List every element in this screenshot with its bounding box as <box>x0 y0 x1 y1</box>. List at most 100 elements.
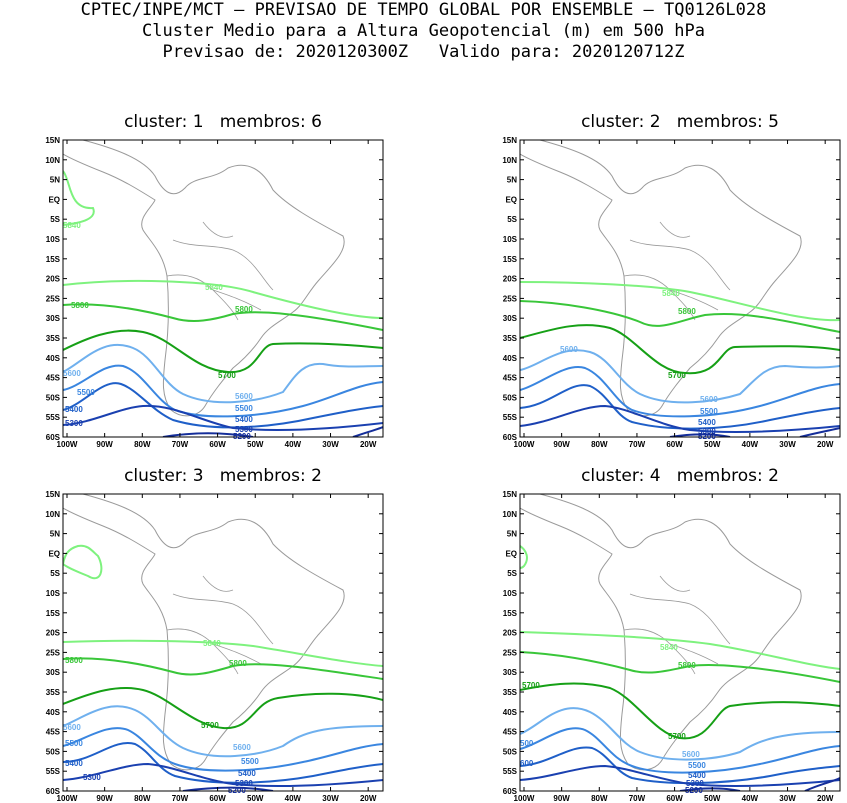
lat-tick-label: 55S <box>46 413 61 422</box>
geopotential-contour <box>182 786 274 791</box>
lat-tick-label: 15S <box>46 609 61 618</box>
lat-tick-label: EQ <box>505 195 517 204</box>
lon-tick-label: 90W <box>96 440 113 449</box>
lat-tick-label: 5S <box>507 215 517 224</box>
lon-tick-label: 20W <box>360 440 377 449</box>
geopotential-contour <box>520 682 840 740</box>
lat-tick-label: 15N <box>45 136 60 145</box>
contour-label: 5200 <box>698 432 716 441</box>
lat-tick-label: EQ <box>48 195 60 204</box>
contour-label: 5800 <box>229 659 247 668</box>
contour-label: 5700 <box>668 732 686 741</box>
lat-tick-label: 20S <box>503 629 518 638</box>
map-frame <box>519 139 841 438</box>
lat-tick-label: 50S <box>46 393 61 402</box>
contour-label: 5800 <box>678 661 696 670</box>
lat-tick-label: 60S <box>503 787 518 796</box>
lat-tick-label: 15N <box>45 490 60 499</box>
lon-tick-label: 60W <box>209 440 226 449</box>
country-border <box>172 593 274 645</box>
lat-tick-label: 20S <box>46 275 61 284</box>
lat-tick-label: 15N <box>502 490 517 499</box>
lon-tick-label: 70W <box>172 440 189 449</box>
country-border <box>202 575 234 592</box>
lat-tick-label: 30S <box>503 668 518 677</box>
geopotential-contour <box>63 762 383 788</box>
contour-label: 5400 <box>698 418 716 427</box>
lon-tick-label: 50W <box>704 440 721 449</box>
panel-4-title: cluster: 4 membros: 2 <box>581 466 779 486</box>
contour-label: 5500 <box>688 761 706 770</box>
header-line-2: Cluster Medio para a Altura Geopotencial… <box>142 21 705 41</box>
geopotential-contour <box>63 404 383 432</box>
contour-label: 5400 <box>65 405 83 414</box>
contour-label: 5500 <box>241 757 259 766</box>
geopotential-contour <box>63 657 383 680</box>
lat-tick-label: 35S <box>46 688 61 697</box>
contour-label: 5400 <box>238 769 256 778</box>
contour-label: 5800 <box>678 307 696 316</box>
lon-tick-label: 80W <box>591 440 608 449</box>
geopotential-contour <box>63 705 383 758</box>
country-border <box>202 221 234 238</box>
contour-label: 5400 <box>65 759 83 768</box>
panel-2-title: cluster: 2 membros: 5 <box>581 112 779 132</box>
contour-label: 5700 <box>668 371 686 380</box>
map-frame <box>519 493 841 792</box>
map-panel-1: 15N 10N 5N EQ 5S 10S 15S 20S 25S 30S 35S 40S 45S 50S 5… <box>45 136 384 449</box>
geopotential-contour <box>63 170 95 226</box>
lon-tick-label: 30W <box>779 794 796 803</box>
map-panel-2: 15N 10N 5N EQ 5S 10S 15S 20S 25S 30S 35S 40S 45S 50S 5… <box>502 136 841 449</box>
contour-label: 5500 <box>700 407 718 416</box>
geopotential-contour <box>520 366 840 418</box>
lon-tick-label: 90W <box>553 440 570 449</box>
lat-tick-label: 55S <box>46 767 61 776</box>
contour-label: 600 <box>520 759 534 768</box>
lat-tick-label: 50S <box>503 393 518 402</box>
country-border <box>629 593 731 645</box>
lat-tick-label: 35S <box>503 688 518 697</box>
contour-label: 5600 <box>63 369 81 378</box>
panel-1-title: cluster: 1 membros: 6 <box>124 112 322 132</box>
coastline <box>63 140 345 417</box>
contour-label: 5840 <box>63 221 81 230</box>
lon-tick-label: 80W <box>134 794 151 803</box>
lon-tick-label: 100W <box>57 440 78 449</box>
contour-label: 5600 <box>682 750 700 759</box>
geopotential-contour <box>63 343 383 404</box>
contour-label: 5300 <box>235 779 253 788</box>
contour-label: 5600 <box>235 392 253 401</box>
lat-tick-label: 5S <box>507 569 517 578</box>
lat-tick-label: 35S <box>503 334 518 343</box>
geopotential-contour <box>63 742 383 784</box>
lat-tick-label: 60S <box>46 433 61 442</box>
geopotential-contour <box>63 727 383 772</box>
lat-tick-label: 20S <box>46 629 61 638</box>
country-border <box>212 643 262 665</box>
lat-tick-label: 15S <box>503 255 518 264</box>
contour-label: 5600 <box>233 743 251 752</box>
lat-tick-label: 10S <box>46 235 61 244</box>
lat-tick-label: 55S <box>503 413 518 422</box>
contour-label: 5600 <box>63 723 81 732</box>
contour-label: 5800 <box>71 301 89 310</box>
lat-tick-label: 15S <box>503 609 518 618</box>
map-frame <box>62 493 384 792</box>
geopotential-contour <box>162 426 383 437</box>
lat-tick-label: 10N <box>45 156 60 165</box>
lon-tick-label: 40W <box>742 794 759 803</box>
lon-tick-label: 80W <box>591 794 608 803</box>
coastline <box>520 140 802 417</box>
lat-tick-label: 30S <box>46 668 61 677</box>
geopotential-contour <box>63 382 383 429</box>
contour-label: 5200 <box>685 786 703 795</box>
lat-tick-label: 10S <box>503 589 518 598</box>
contour-label: 5400 <box>688 771 706 780</box>
contour-label: 5700 <box>218 371 236 380</box>
lat-tick-label: 10S <box>503 235 518 244</box>
lon-tick-label: 40W <box>285 440 302 449</box>
contour-label: 5500 <box>235 404 253 413</box>
lat-tick-label: 40S <box>503 354 518 363</box>
contour-label: 500 <box>520 739 534 748</box>
geopotential-contour <box>520 404 840 434</box>
